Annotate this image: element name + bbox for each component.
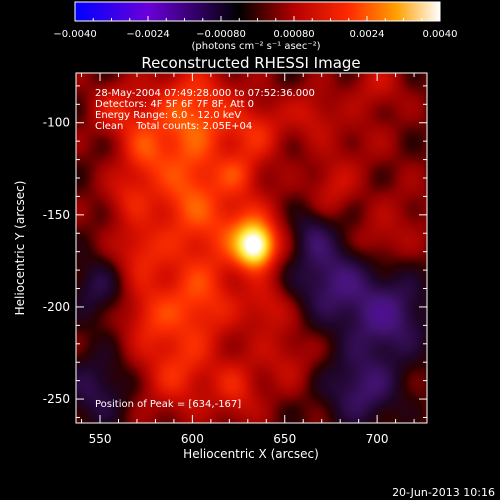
y-tick-label: -200 — [43, 300, 70, 314]
x-tick-label: 550 — [89, 432, 112, 446]
axis-ticks: 550 600 650 700 -100 -150 -200 -250 — [43, 73, 427, 446]
chart-title: Reconstructed RHESSI Image — [141, 54, 360, 72]
colorbar-tick-label: 0.0024 — [350, 29, 385, 40]
colorbar-tick-label: −0.00080 — [196, 29, 246, 40]
annotation-energy-range: Energy Range: 6.0 - 12.0 keV — [95, 110, 241, 121]
annotation-clean-counts: Clean Total counts: 2.05E+04 — [95, 121, 252, 132]
y-tick-label: -250 — [43, 392, 70, 406]
colorbar-tick-label: −0.0040 — [53, 29, 96, 40]
colorbar-ticks: −0.0040 −0.0024 −0.00080 0.00080 0.0024 0.004… — [53, 16, 458, 40]
footer-timestamp: 20-Jun-2013 10:16 — [392, 486, 495, 499]
x-tick-label: 650 — [273, 432, 296, 446]
y-axis-label: Heliocentric Y (arcsec) — [13, 181, 27, 316]
colorbar-units-label: (photons cm⁻² s⁻¹ asec⁻²) — [191, 41, 320, 52]
colorbar-tick-label: 0.00080 — [273, 29, 314, 40]
annotation-detectors: Detectors: 4F 5F 6F 7F 8F, Att 0 — [95, 99, 254, 110]
annotation-time-range: 28-May-2004 07:49:28.000 to 07:52:36.000 — [95, 88, 315, 99]
colorbar-tick-label: 0.0040 — [423, 29, 458, 40]
peak-position-label: Position of Peak = [634,-167] — [95, 399, 241, 410]
x-tick-label: 700 — [366, 432, 389, 446]
annotation-block: 28-May-2004 07:49:28.000 to 07:52:36.000… — [95, 88, 315, 132]
y-tick-label: -150 — [43, 208, 70, 222]
colorbar-tick-label: −0.0024 — [126, 29, 169, 40]
heatmap-image — [76, 73, 427, 423]
y-tick-label: -100 — [43, 116, 70, 130]
x-axis-label: Heliocentric X (arcsec) — [183, 447, 319, 461]
x-tick-label: 600 — [181, 432, 204, 446]
plot-frame — [75, 72, 428, 424]
